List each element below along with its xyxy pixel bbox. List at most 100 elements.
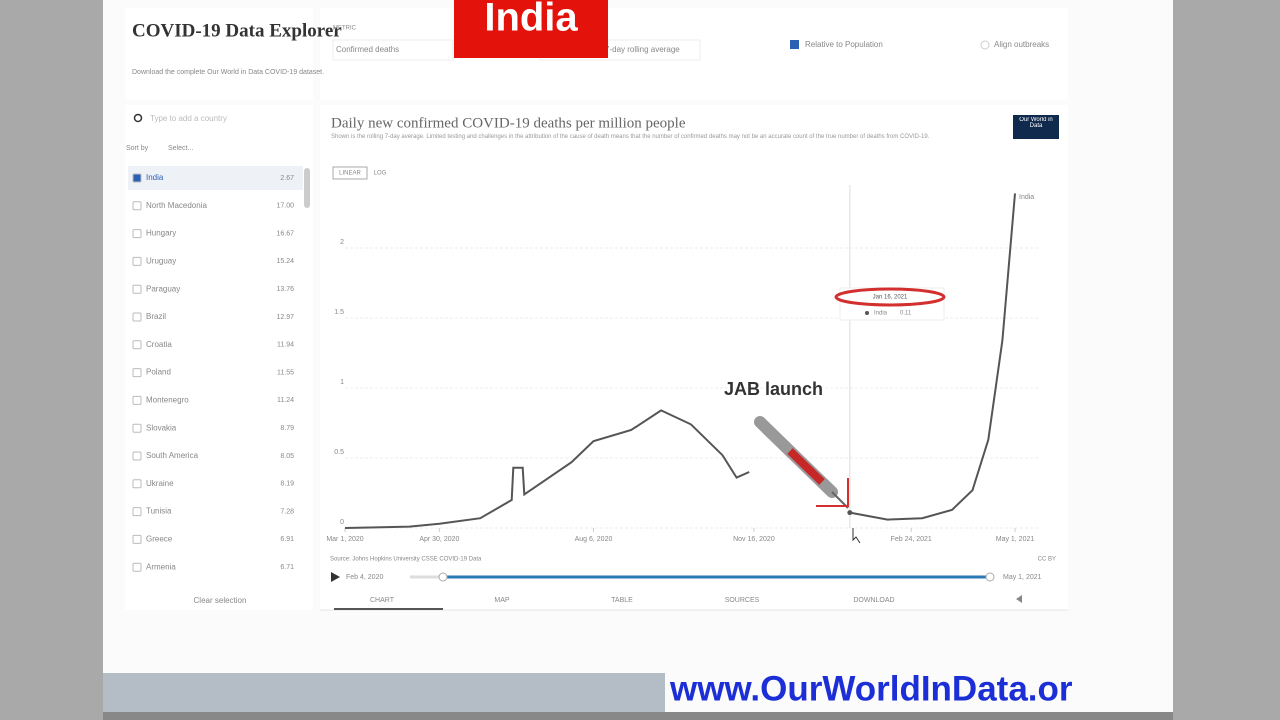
country-checkbox[interactable]	[132, 479, 142, 489]
hover-point	[847, 510, 853, 516]
x-tick-label: Mar 1, 2020	[326, 536, 363, 543]
owid-logo-text: Our World in Data	[1019, 117, 1053, 129]
y-tick-label: 2	[340, 239, 344, 246]
country-name: Armenia	[146, 562, 176, 571]
country-name: Croatia	[146, 340, 172, 349]
scale-button-label: LOG	[374, 171, 387, 177]
search-icon	[133, 113, 143, 123]
x-tick-label: Apr 30, 2020	[419, 536, 459, 543]
sidebar-scrollbar[interactable]	[304, 168, 310, 208]
country-value: 8.19	[280, 481, 294, 488]
search-input[interactable]: Type to add a country	[150, 114, 227, 123]
cursor	[852, 528, 861, 544]
tooltip-swatch	[865, 311, 869, 315]
country-value: 6.71	[280, 564, 294, 571]
y-tick-label: 0	[340, 519, 344, 526]
owid-logo-box: Our World in Data	[1019, 117, 1053, 129]
country-checkbox[interactable]	[132, 451, 142, 461]
country-checkbox[interactable]	[132, 312, 142, 322]
country-value: 6.91	[280, 536, 294, 543]
relative-checkbox[interactable]	[790, 40, 799, 49]
syringe-fluid	[787, 448, 825, 485]
timeline-end: May 1, 2021	[1003, 574, 1042, 581]
tabs: CHART MAP TABLE SOURCES DOWNLOAD	[370, 597, 895, 604]
row-highlight	[128, 166, 303, 190]
country-checkbox[interactable]	[132, 284, 142, 294]
country-checkbox[interactable]	[132, 173, 142, 183]
y-tick-label: 1.5	[334, 309, 344, 316]
country-checkbox[interactable]	[132, 534, 142, 544]
clear-selection[interactable]: Clear selection	[194, 596, 247, 605]
chart-subtitle-box: Shown is the rolling 7-day average. Limi…	[331, 134, 930, 140]
share-icon[interactable]	[1016, 595, 1022, 603]
country-name: Uruguay	[146, 257, 176, 266]
timeline-start: Feb 4, 2020	[346, 574, 383, 581]
banner-text: India	[484, 0, 578, 40]
country-value: 17.00	[276, 203, 294, 210]
country-value: 16.67	[276, 230, 294, 237]
country-checkbox[interactable]	[132, 340, 142, 350]
relative-label: Relative to Population	[805, 40, 883, 49]
tooltip-date: Jan 16, 2021	[873, 295, 908, 301]
country-value: 11.55	[277, 369, 294, 376]
country-checkbox[interactable]	[132, 368, 142, 378]
country-name: Tunisia	[146, 507, 172, 516]
country-value: 7.28	[280, 508, 294, 515]
country-name: Hungary	[146, 229, 176, 238]
chart-title: Daily new confirmed COVID-19 deaths per …	[331, 115, 686, 131]
align-checkbox[interactable]	[980, 40, 990, 50]
country-name: South America	[146, 451, 199, 460]
annotation: JAB launch	[724, 379, 823, 399]
tooltip-series: India	[874, 311, 888, 317]
chart-subtitle: Shown is the rolling 7-day average. Limi…	[331, 134, 930, 140]
owid-logo[interactable]	[1013, 115, 1059, 139]
country-checkbox[interactable]	[132, 229, 142, 239]
tooltip-value: 0.11	[900, 311, 912, 317]
app-subtitle: Download the complete Our World in Data …	[132, 69, 324, 76]
country-name: Montenegro	[146, 396, 189, 405]
sort-value[interactable]: Select...	[168, 145, 193, 152]
app-title: COVID-19 Data Explorer	[132, 20, 342, 41]
website-url: www.OurWorldInData.or	[669, 669, 1073, 708]
country-name: Ukraine	[146, 479, 174, 488]
x-tick-label: Nov 16, 2020	[733, 536, 775, 543]
country-checkbox[interactable]	[132, 395, 142, 405]
x-tick-label: Feb 24, 2021	[891, 536, 932, 543]
plot: LINEAR LOG 0 0.5 1 1.5 2 Mar 1, 2020 Apr 30, 202…	[326, 166, 1040, 543]
country-value: 8.05	[280, 453, 294, 460]
country-checkbox[interactable]	[132, 423, 142, 433]
country-checkbox[interactable]	[132, 562, 142, 572]
timeline-handle-start[interactable]	[438, 572, 448, 582]
country-name: North Macedonia	[146, 201, 207, 210]
tab[interactable]: DOWNLOAD	[853, 597, 894, 604]
banner-box	[454, 0, 608, 58]
country-name: Slovakia	[146, 423, 177, 432]
chart-panel	[320, 105, 1068, 610]
country-checkbox[interactable]	[132, 256, 142, 266]
arrow-marker	[816, 478, 849, 507]
scale-button-label: LINEAR	[339, 171, 361, 177]
tab[interactable]: MAP	[494, 597, 510, 604]
country-checkbox[interactable]	[132, 507, 142, 517]
license: CC BY	[1038, 557, 1056, 563]
bottom-strip	[103, 712, 1173, 720]
country-value: 11.24	[277, 397, 294, 404]
country-name: Greece	[146, 535, 173, 544]
play-button[interactable]	[331, 572, 340, 582]
country-name: Poland	[146, 368, 171, 377]
tab[interactable]: CHART	[370, 597, 395, 604]
interval-value: 7-day rolling average	[605, 45, 680, 54]
align-label: Align outbreaks	[994, 40, 1049, 49]
scale-button[interactable]	[332, 166, 368, 180]
tab[interactable]: TABLE	[611, 597, 633, 604]
country-value: 12.97	[276, 314, 294, 321]
series-label: India	[1019, 194, 1034, 201]
tab[interactable]: SOURCES	[725, 597, 760, 604]
metric-dropdown[interactable]	[332, 39, 454, 61]
title-panel	[125, 8, 313, 100]
country-name: Paraguay	[146, 284, 180, 293]
country-checkbox[interactable]	[132, 201, 142, 211]
timeline-handle-end[interactable]	[985, 572, 995, 582]
x-tick-label: Aug 6, 2020	[575, 536, 613, 543]
